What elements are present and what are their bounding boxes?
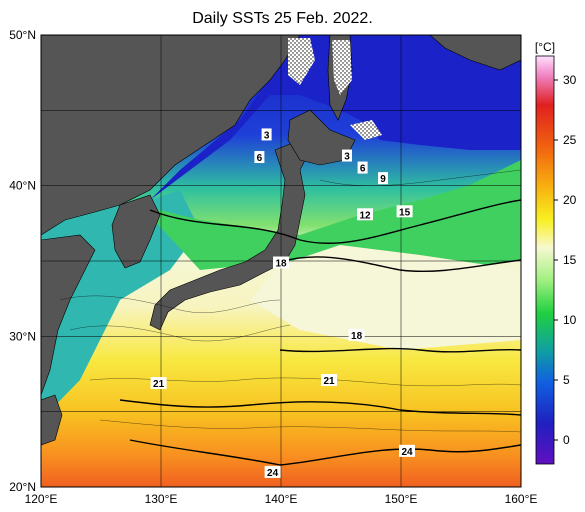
sea-ice bbox=[288, 38, 315, 85]
isotherm-label-bg bbox=[342, 149, 352, 162]
longitude-tick-label: 120°E bbox=[25, 492, 58, 506]
colorbar-tick-label: 20 bbox=[563, 193, 577, 207]
latitude-tick-label: 40°N bbox=[9, 179, 36, 193]
isotherm-label-bg bbox=[273, 256, 289, 269]
japan-islands bbox=[149, 139, 311, 331]
colorbar-tick-label: 25 bbox=[563, 133, 577, 147]
longitude-tick-label: 150°E bbox=[385, 492, 418, 506]
isotherm-label: 12 bbox=[359, 210, 371, 221]
isotherm-label-bg bbox=[348, 328, 365, 341]
colorbar-tick-label: 5 bbox=[563, 373, 570, 387]
longitude-tick-label: 140°E bbox=[265, 492, 298, 506]
isotherm-label-bg bbox=[261, 128, 272, 141]
isotherm-label: 6 bbox=[257, 153, 263, 164]
latitude-tick-label: 30°N bbox=[9, 329, 36, 343]
isotherm-label: 9 bbox=[380, 174, 386, 185]
isotherm-label-bg bbox=[357, 161, 368, 174]
isotherm-label-bg bbox=[254, 151, 265, 164]
isotherm-label-bg bbox=[399, 444, 415, 457]
isotherm-label: 24 bbox=[267, 468, 279, 479]
longitude-tick-label: 130°E bbox=[145, 492, 178, 506]
isotherm-label: 18 bbox=[275, 259, 287, 270]
kamchatka-edge bbox=[429, 35, 521, 71]
isotherm-label-bg bbox=[396, 205, 413, 218]
isotherm-label: 24 bbox=[401, 447, 413, 458]
isotherm-lines bbox=[119, 199, 521, 466]
colorbar-tick-labels: 30 25 20 15 10 5 0 bbox=[554, 73, 577, 447]
latitude-tick-labels: 50°N 40°N 30°N 20°N bbox=[9, 28, 36, 494]
taiwan bbox=[41, 394, 63, 446]
isotherm-label-bg bbox=[150, 377, 167, 390]
isotherm-label: 6 bbox=[360, 164, 366, 175]
cold-water-region bbox=[150, 35, 521, 200]
colorbar-tick-label: 10 bbox=[563, 313, 577, 327]
colorbar bbox=[535, 55, 555, 465]
isotherm-label: 3 bbox=[264, 130, 270, 141]
latitude-tick-label: 50°N bbox=[9, 28, 36, 42]
map-frame bbox=[40, 34, 522, 488]
latitude-tick-label: 20°N bbox=[9, 480, 36, 494]
isotherm-label-bg bbox=[357, 208, 373, 221]
isotherm-label-bg bbox=[264, 465, 281, 478]
colorbar-unit: [°C] bbox=[535, 40, 555, 54]
colorbar-tick-label: 30 bbox=[563, 73, 577, 87]
isotherm-label: 18 bbox=[351, 331, 363, 342]
china-coast bbox=[41, 234, 96, 396]
warm-pale-region bbox=[250, 245, 521, 350]
isotherm-label-bg bbox=[321, 374, 337, 387]
isotherm-label: 15 bbox=[399, 207, 411, 218]
map-title: Daily SSTs 25 Feb. 2022. bbox=[192, 10, 373, 27]
korea-peninsula bbox=[111, 194, 161, 269]
isotherm-label-bg bbox=[378, 172, 388, 185]
colorbar-tick-label: 15 bbox=[563, 253, 577, 267]
asia-mainland bbox=[41, 35, 301, 236]
longitude-tick-label: 160°E bbox=[505, 492, 538, 506]
isotherm-label: 21 bbox=[323, 376, 335, 387]
isotherm-label: 21 bbox=[153, 379, 165, 390]
sea-ice bbox=[350, 120, 382, 140]
longitude-tick-labels: 120°E 130°E 140°E 150°E 160°E bbox=[25, 492, 538, 506]
sea-ice bbox=[332, 40, 352, 95]
isotherm-label: 3 bbox=[344, 152, 350, 163]
colorbar-tick-label: 0 bbox=[563, 433, 570, 447]
green-front-region bbox=[140, 160, 521, 270]
